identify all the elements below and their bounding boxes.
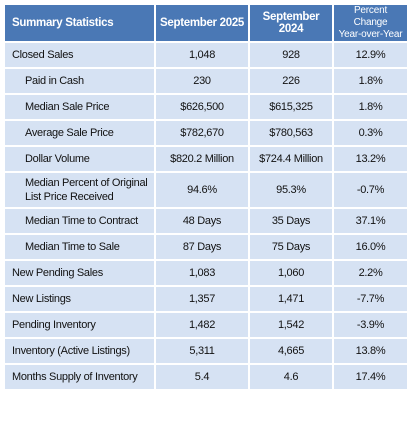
- row-previous-value: 35 Days: [250, 209, 332, 233]
- row-label: New Pending Sales: [5, 261, 154, 285]
- row-previous-value: 1,542: [250, 313, 332, 337]
- row-percent-change: 16.0%: [334, 235, 407, 259]
- row-current-value: 87 Days: [156, 235, 248, 259]
- summary-statistics-table: Summary Statistics September 2025 Septem…: [3, 3, 407, 391]
- row-percent-change: 37.1%: [334, 209, 407, 233]
- header-title: Summary Statistics: [5, 5, 154, 41]
- header-percent-change: Percent Change Year-over-Year: [334, 5, 407, 41]
- table-row: Average Sale Price $782,670 $780,563 0.3…: [5, 121, 407, 145]
- row-current-value: 5,311: [156, 339, 248, 363]
- row-previous-value: 4,665: [250, 339, 332, 363]
- row-previous-value: 75 Days: [250, 235, 332, 259]
- row-percent-change: -7.7%: [334, 287, 407, 311]
- row-current-value: 1,357: [156, 287, 248, 311]
- row-current-value: 94.6%: [156, 173, 248, 207]
- table-row: New Pending Sales 1,083 1,060 2.2%: [5, 261, 407, 285]
- row-label: Average Sale Price: [5, 121, 154, 145]
- table-row: Dollar Volume $820.2 Million $724.4 Mill…: [5, 147, 407, 171]
- row-label: Dollar Volume: [5, 147, 154, 171]
- row-previous-value: $724.4 Million: [250, 147, 332, 171]
- row-percent-change: -0.7%: [334, 173, 407, 207]
- row-current-value: $782,670: [156, 121, 248, 145]
- table-row: Median Time to Contract 48 Days 35 Days …: [5, 209, 407, 233]
- row-current-value: 1,482: [156, 313, 248, 337]
- row-label: Median Percent of Original List Price Re…: [5, 173, 154, 207]
- table-row: Months Supply of Inventory 5.4 4.6 17.4%: [5, 365, 407, 389]
- table-row: Pending Inventory 1,482 1,542 -3.9%: [5, 313, 407, 337]
- row-current-value: 48 Days: [156, 209, 248, 233]
- row-current-value: $820.2 Million: [156, 147, 248, 171]
- row-percent-change: 1.8%: [334, 69, 407, 93]
- row-percent-change: 13.2%: [334, 147, 407, 171]
- row-previous-value: $615,325: [250, 95, 332, 119]
- row-previous-value: 1,471: [250, 287, 332, 311]
- row-previous-value: 226: [250, 69, 332, 93]
- row-percent-change: 2.2%: [334, 261, 407, 285]
- row-current-value: 1,083: [156, 261, 248, 285]
- row-current-value: 230: [156, 69, 248, 93]
- row-label: Median Time to Sale: [5, 235, 154, 259]
- row-percent-change: 17.4%: [334, 365, 407, 389]
- row-label: Median Sale Price: [5, 95, 154, 119]
- row-label: Months Supply of Inventory: [5, 365, 154, 389]
- row-previous-value: 4.6: [250, 365, 332, 389]
- statistics-table: Summary Statistics September 2025 Septem…: [3, 3, 409, 391]
- table-row: Inventory (Active Listings) 5,311 4,665 …: [5, 339, 407, 363]
- row-previous-value: 95.3%: [250, 173, 332, 207]
- row-current-value: 1,048: [156, 43, 248, 67]
- header-row: Summary Statistics September 2025 Septem…: [5, 5, 407, 41]
- table-row: Median Time to Sale 87 Days 75 Days 16.0…: [5, 235, 407, 259]
- row-percent-change: 0.3%: [334, 121, 407, 145]
- row-percent-change: 12.9%: [334, 43, 407, 67]
- table-row: Median Sale Price $626,500 $615,325 1.8%: [5, 95, 407, 119]
- row-label: New Listings: [5, 287, 154, 311]
- row-label: Median Time to Contract: [5, 209, 154, 233]
- table-row: Median Percent of Original List Price Re…: [5, 173, 407, 207]
- row-label: Pending Inventory: [5, 313, 154, 337]
- row-label: Inventory (Active Listings): [5, 339, 154, 363]
- row-current-value: 5.4: [156, 365, 248, 389]
- row-percent-change: 13.8%: [334, 339, 407, 363]
- row-label: Paid in Cash: [5, 69, 154, 93]
- table-row: Paid in Cash 230 226 1.8%: [5, 69, 407, 93]
- header-percent-change-line2: Year-over-Year: [338, 29, 403, 40]
- header-current-period: September 2025: [156, 5, 248, 41]
- row-previous-value: $780,563: [250, 121, 332, 145]
- row-percent-change: -3.9%: [334, 313, 407, 337]
- row-previous-value: 1,060: [250, 261, 332, 285]
- row-current-value: $626,500: [156, 95, 248, 119]
- row-label: Closed Sales: [5, 43, 154, 67]
- header-previous-period: September 2024: [250, 5, 332, 41]
- table-row: Closed Sales 1,048 928 12.9%: [5, 43, 407, 67]
- header-percent-change-line1: Percent Change: [353, 5, 388, 28]
- table-row: New Listings 1,357 1,471 -7.7%: [5, 287, 407, 311]
- row-previous-value: 928: [250, 43, 332, 67]
- row-percent-change: 1.8%: [334, 95, 407, 119]
